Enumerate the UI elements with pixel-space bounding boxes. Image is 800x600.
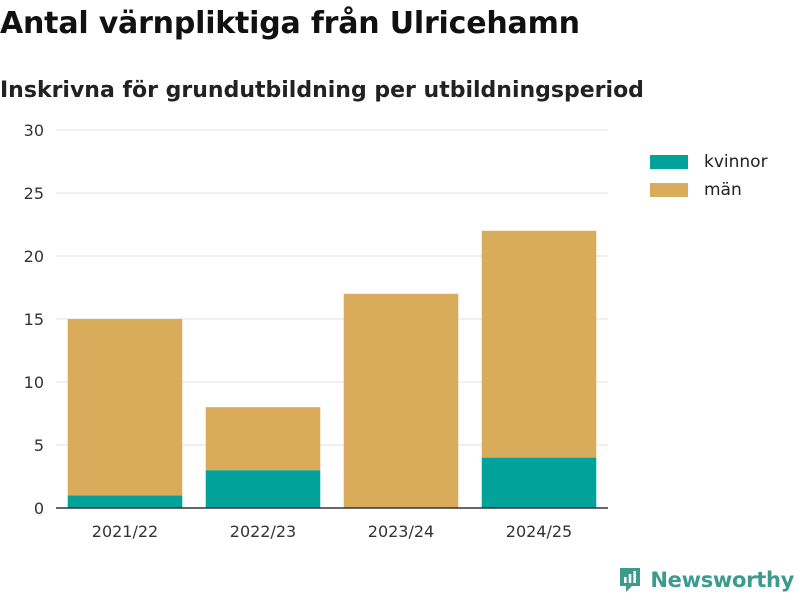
chart-title: Antal värnpliktiga från Ulricehamn	[0, 6, 580, 41]
y-tick-label: 20	[24, 247, 44, 266]
bar-kvinnor-2021-22	[67, 495, 183, 508]
y-tick-labels: 0 5 10 15 20 25 30	[24, 121, 44, 518]
legend-swatch-kvinnor	[650, 155, 688, 169]
bar-man-2024-25	[481, 230, 597, 458]
x-tick-label: 2023/24	[368, 522, 434, 541]
x-tick-label: 2022/23	[230, 522, 296, 541]
y-tick-label: 5	[34, 436, 44, 455]
chart-subtitle: Inskrivna för grundutbildning per utbild…	[0, 78, 644, 103]
legend-item-man: män	[650, 176, 768, 204]
y-tick-label: 25	[24, 184, 44, 203]
brand-name: Newsworthy	[650, 568, 794, 592]
bar-kvinnor-2022-23	[205, 470, 321, 508]
legend-label-kvinnor: kvinnor	[704, 152, 768, 172]
x-tick-labels: 2021/22 2022/23 2023/24 2024/25	[92, 522, 572, 541]
x-tick-label: 2021/22	[92, 522, 158, 541]
bar-man-2023-24	[343, 293, 459, 508]
bar-man-2021-22	[67, 319, 183, 496]
newsworthy-logo: Newsworthy	[618, 566, 794, 594]
legend: kvinnor män	[650, 148, 768, 204]
y-tick-label: 10	[24, 373, 44, 392]
y-tick-label: 30	[24, 121, 44, 140]
y-tick-label: 0	[34, 499, 44, 518]
bar-man-2022-23	[205, 407, 321, 471]
y-tick-label: 15	[24, 310, 44, 329]
newsworthy-logo-icon	[620, 568, 641, 592]
bar-kvinnor-2024-25	[481, 457, 597, 508]
legend-swatch-man	[650, 183, 688, 197]
bars	[67, 230, 597, 508]
legend-item-kvinnor: kvinnor	[650, 148, 768, 176]
legend-label-man: män	[704, 180, 742, 200]
bar-chart: 0 5 10 15 20 25 30 2021/22 2022/23 2023/24 2024/2…	[24, 121, 608, 541]
x-tick-label: 2024/25	[506, 522, 572, 541]
